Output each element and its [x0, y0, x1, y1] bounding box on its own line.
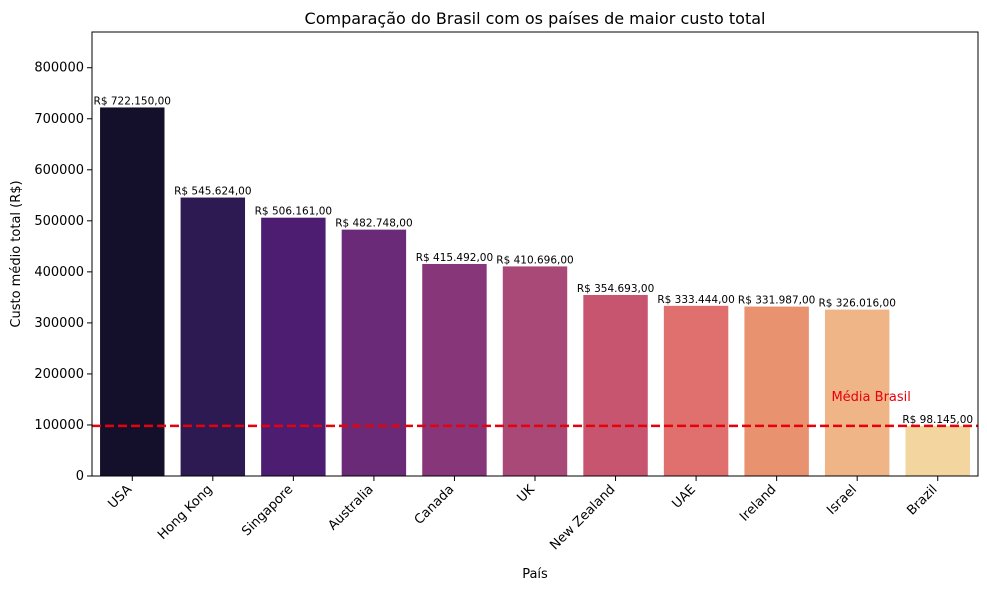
y-tick-label: 400000: [34, 265, 84, 280]
bar-value-label: R$ 545.624,00: [174, 186, 251, 198]
bar-value-label: R$ 331.987,00: [738, 295, 815, 307]
bar: [261, 217, 326, 476]
x-tick-label: Canada: [412, 482, 458, 528]
y-tick-label: 100000: [34, 418, 84, 433]
x-tick-label: UK: [514, 482, 538, 506]
bar: [905, 425, 970, 476]
reference-line-group: Média Brasil: [92, 390, 978, 428]
bar-value-label: R$ 98.145,00: [902, 414, 973, 426]
x-tick-label: Singapore: [239, 482, 296, 539]
bar: [502, 266, 568, 476]
x-tick-label: UAE: [669, 482, 698, 511]
bar: [663, 305, 729, 476]
bar-value-label: R$ 326.016,00: [818, 298, 895, 310]
plot-frame: [91, 31, 979, 477]
y-tick-label: 500000: [34, 214, 84, 229]
x-axis-label: País: [522, 567, 548, 582]
bar: [744, 306, 809, 476]
x-tick-label: Brazil: [904, 482, 940, 518]
y-axis-ticks: 0 100000 200000 300000 400000 500000 600000 700…: [34, 61, 92, 484]
value-labels: R$ 722.150,00R$ 545.624,00R$ 506.161,00R…: [94, 95, 974, 425]
y-tick-label: 200000: [34, 367, 84, 382]
bar: [824, 309, 890, 476]
y-tick-label: 700000: [34, 112, 84, 127]
bar-value-label: R$ 415.492,00: [416, 252, 493, 264]
chart-title: Comparação do Brasil com os países de ma…: [305, 9, 766, 28]
reference-line-label: Média Brasil: [831, 390, 910, 405]
y-tick-label: 300000: [34, 316, 84, 331]
bar: [180, 197, 246, 476]
y-axis-label: Custo médio total (R$): [9, 180, 24, 327]
bar-value-label: R$ 722.150,00: [94, 95, 171, 107]
x-tick-label: Hong Kong: [155, 482, 216, 543]
y-tick-label: 0: [76, 469, 84, 484]
bars: [100, 107, 970, 477]
bar-value-label: R$ 410.696,00: [496, 254, 573, 266]
x-tick-label: Ireland: [737, 482, 779, 524]
x-tick-label: Australia: [325, 482, 376, 533]
y-tick-label: 800000: [34, 61, 84, 76]
x-tick-label: Israel: [824, 482, 860, 518]
bar: [422, 263, 487, 476]
bar-value-label: R$ 482.748,00: [335, 218, 412, 230]
bar-value-label: R$ 506.161,00: [255, 206, 332, 218]
x-tick-label: New Zealand: [547, 482, 618, 553]
bar: [583, 294, 648, 476]
y-tick-label: 600000: [34, 163, 84, 178]
bar-value-label: R$ 333.444,00: [657, 294, 734, 306]
bar-value-label: R$ 354.693,00: [577, 283, 654, 295]
bar: [100, 107, 165, 477]
x-tick-label: USA: [105, 482, 135, 512]
x-axis-ticks: USA Hong Kong Singapore Australia Canada UK Ne…: [105, 476, 941, 553]
bar: [341, 229, 407, 476]
